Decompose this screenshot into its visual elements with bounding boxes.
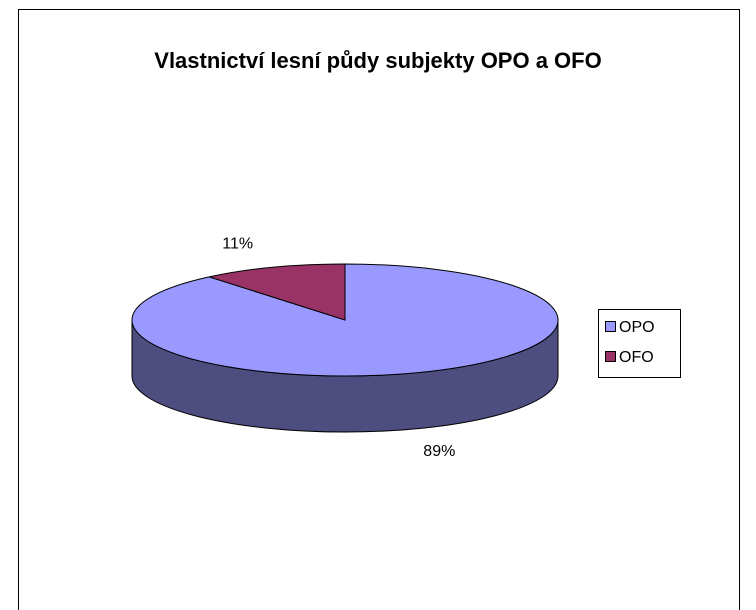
data-label: 11% [222, 235, 253, 252]
legend-swatch [605, 351, 616, 362]
legend-label: OFO [619, 349, 654, 366]
legend-label: OPO [619, 319, 655, 336]
legend-box [598, 309, 681, 378]
legend-swatch [605, 321, 616, 332]
chart-title: Vlastnictví lesní půdy subjekty OPO a OF… [154, 48, 601, 73]
data-label: 89% [423, 443, 455, 460]
pie-slice [207, 263, 346, 321]
